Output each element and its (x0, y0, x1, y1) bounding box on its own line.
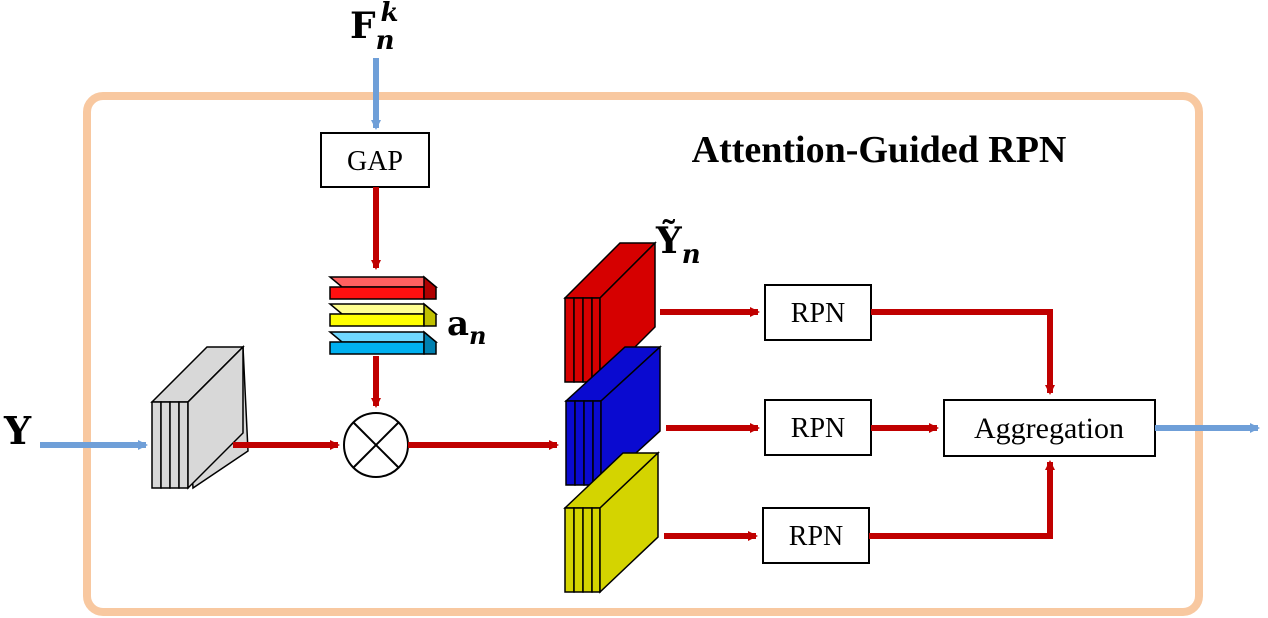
red-slice-3 (582, 297, 593, 383)
rpn-label-2: RPN (791, 413, 845, 444)
aggregation-box (943, 399, 1156, 457)
yellow-slice-4 (591, 507, 601, 593)
aggregation-label: Aggregation (974, 412, 1124, 445)
yellow-slice-1 (564, 507, 575, 593)
feature-input-sub: n (376, 26, 395, 56)
attention-label-base: a (447, 304, 469, 344)
blue-slice-4 (592, 400, 602, 486)
gap-box (320, 132, 430, 188)
blue-slice-1 (565, 400, 576, 486)
gap-label: GAP (347, 146, 403, 177)
module-title: Attention-Guided RPN (692, 129, 1067, 171)
rpn-label-3: RPN (789, 521, 843, 552)
gray-slice-2 (160, 401, 171, 489)
attention-bar-cyan (329, 341, 425, 355)
attention-bar-yellow-side (423, 302, 437, 327)
yellow-stack-side (599, 451, 659, 594)
attention-bar-cyan-top (327, 331, 439, 343)
attention-label-sub: n (469, 321, 486, 350)
feature-input-sup: k (380, 0, 398, 28)
blue-feature-stack (564, 345, 662, 487)
gray-slice-1 (151, 401, 162, 489)
feature-input-label: Fnk (350, 0, 398, 56)
attention-bar-cyan-side (423, 330, 437, 355)
stack-label-sub: n (682, 240, 701, 270)
red-feature-stack (563, 241, 657, 384)
yellow-feature-stack (563, 451, 660, 594)
stack-label: Ỹn (655, 220, 701, 270)
rpn-box-2 (764, 399, 872, 456)
attention-bar-yellow-top (327, 303, 439, 315)
attention-bar-red (329, 286, 425, 300)
gray-slice-3 (169, 401, 180, 489)
attention-bar-yellow (329, 313, 425, 327)
attention-bar-red-top (327, 276, 439, 288)
red-slice-2 (573, 297, 584, 383)
blue-slice-2 (574, 400, 585, 486)
multiply-cross-b (353, 422, 399, 468)
module-frame (83, 92, 1203, 616)
gray-stack-side (187, 345, 244, 490)
gray-slice-4 (178, 401, 189, 489)
stack-label-base: Ỹ (655, 220, 683, 262)
feature-input-base: F (350, 5, 376, 47)
blue-slice-3 (583, 400, 594, 486)
yellow-slice-3 (582, 507, 593, 593)
rpn-box-1 (764, 284, 872, 341)
rpn1-to-aggregation-arrow (871, 309, 1055, 395)
attention-vector (327, 275, 439, 355)
red-slice-4 (591, 297, 601, 383)
multiply-node (343, 412, 409, 478)
red-slice-1 (564, 297, 575, 383)
rpn3-to-aggregation-arrow (869, 460, 1055, 539)
attention-bar-red-side (423, 275, 437, 300)
rpn-label-1: RPN (791, 298, 845, 329)
y-input-label: Y (3, 408, 32, 453)
input-feature-stack (150, 345, 249, 490)
red-stack-side (599, 241, 656, 384)
attention-label: an (447, 304, 486, 350)
yellow-slice-2 (573, 507, 584, 593)
blue-stack-side (600, 345, 661, 487)
